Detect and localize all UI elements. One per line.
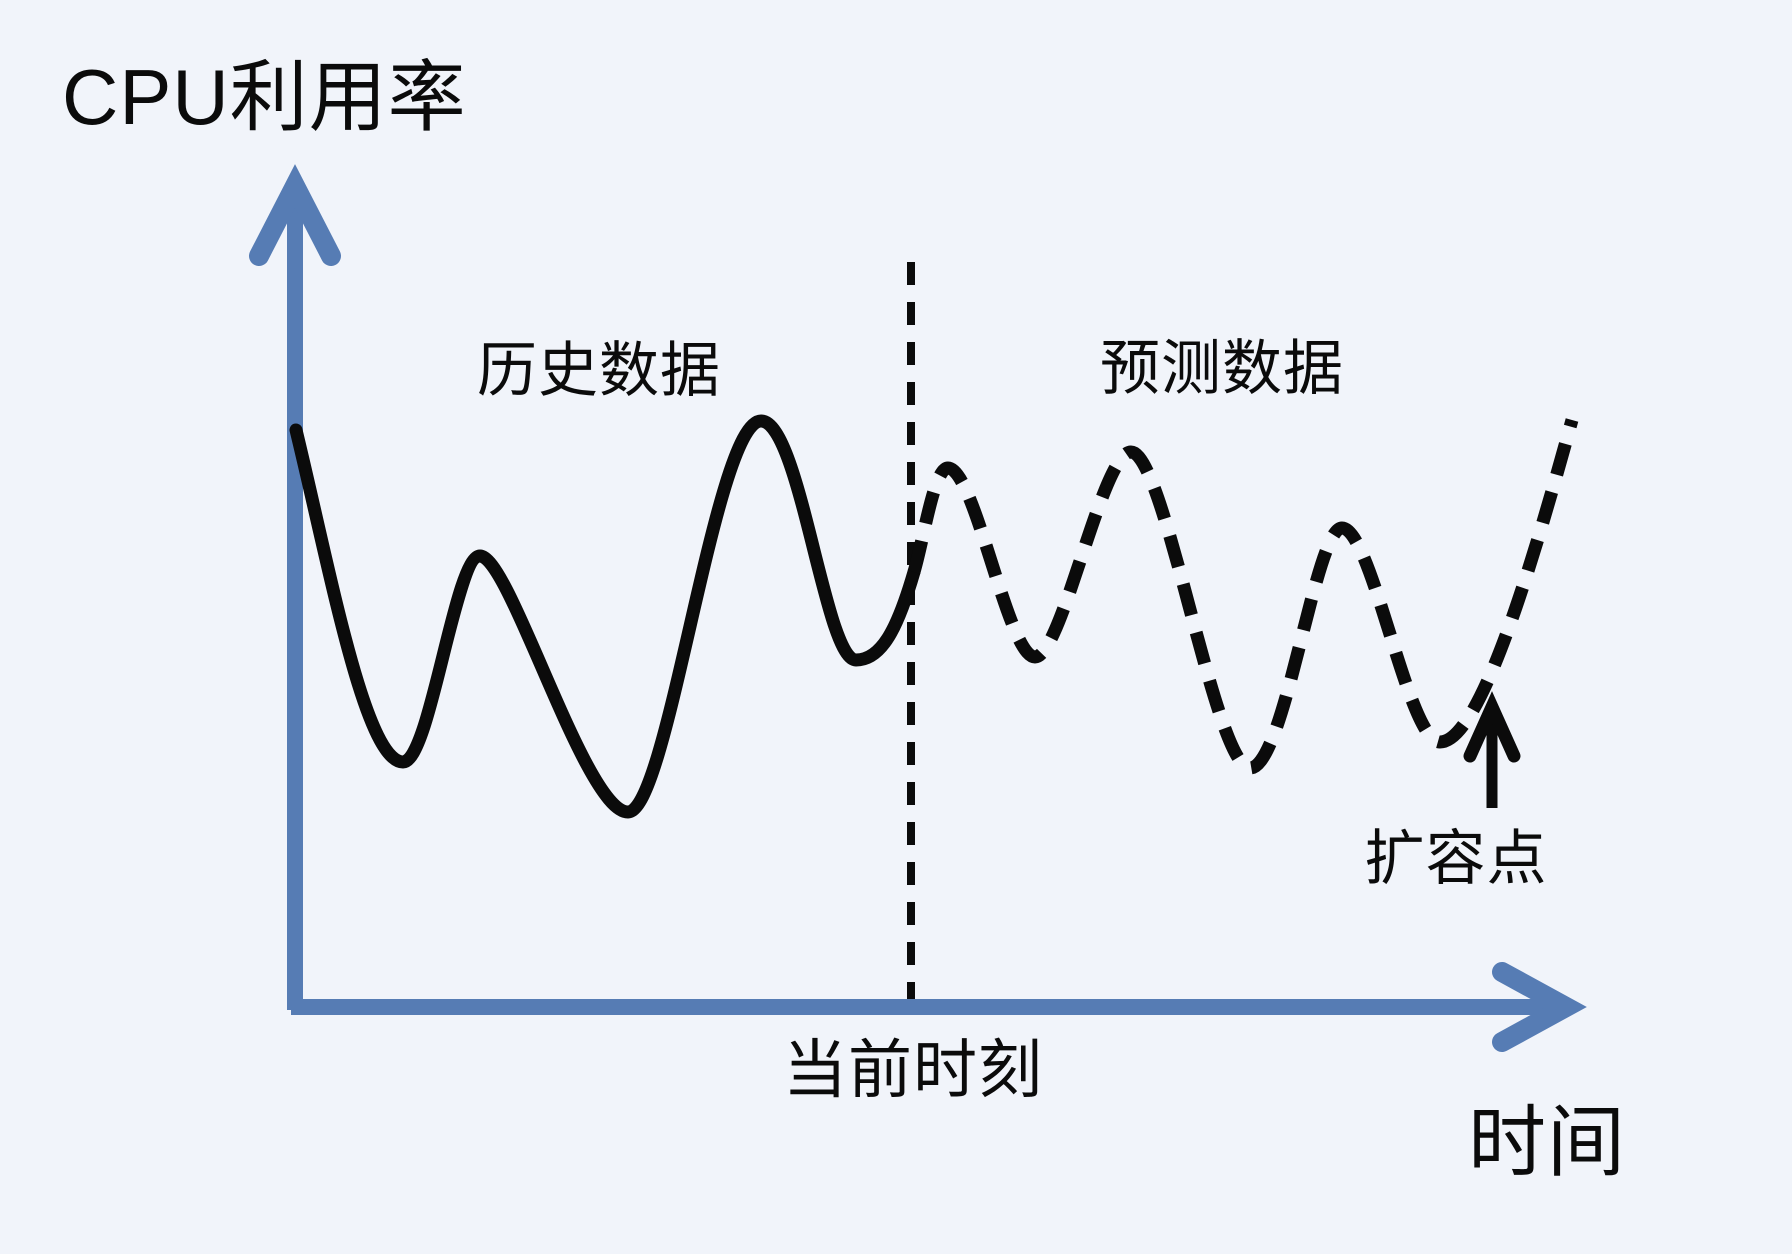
scale-point-arrow-icon <box>1463 691 1521 763</box>
x-axis-arrowhead-icon <box>1492 962 1587 1052</box>
historical-data-label: 历史数据 <box>477 337 721 404</box>
current-time-label: 当前时刻 <box>783 1034 1043 1106</box>
historical-curve <box>289 414 921 819</box>
x-axis-title: 时间 <box>1467 1098 1627 1186</box>
scale-point-label: 扩容点 <box>1364 825 1548 892</box>
y-axis-title: CPU利用率 <box>62 53 467 141</box>
forecast-data-label: 预测数据 <box>1100 335 1344 402</box>
y-axis-arrowhead-icon <box>249 164 341 266</box>
forecast-curve <box>907 418 1579 775</box>
